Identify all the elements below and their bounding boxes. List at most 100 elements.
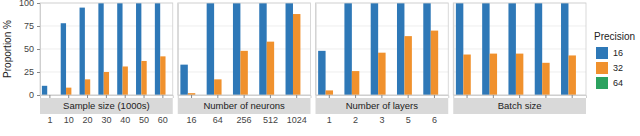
y-axis — [315, 4, 317, 96]
panel-title: Number of neurons — [203, 100, 285, 111]
bar — [233, 3, 240, 95]
plot-background — [40, 3, 173, 95]
tick: 100 — [19, 0, 40, 8]
chart: 02550751001102030405060Sample size (1000… — [0, 0, 640, 136]
tick-label: 1 — [327, 115, 332, 125]
bar — [155, 3, 160, 95]
legend-item: 32 — [596, 62, 623, 74]
tick-label: 16 — [187, 115, 197, 125]
axis-line — [316, 4, 317, 96]
bar — [404, 36, 411, 95]
panel-title: Batch size — [498, 100, 542, 111]
plot-frame — [40, 3, 173, 95]
grid — [40, 3, 173, 95]
tick-label: 256 — [237, 115, 252, 125]
tick: 75 — [24, 21, 40, 31]
bar — [61, 23, 66, 95]
tick-label: 20 — [83, 115, 93, 125]
tick-mark — [87, 95, 88, 98]
tick-label: 512 — [263, 115, 278, 125]
bar — [180, 65, 187, 95]
tick-mark — [244, 95, 245, 98]
bars — [318, 3, 438, 95]
bar — [542, 63, 549, 95]
tick-label: 75 — [24, 21, 34, 31]
bar — [123, 66, 128, 95]
tick: 0 — [29, 90, 40, 100]
axis-line — [37, 4, 41, 96]
panel: Batch size — [453, 3, 586, 114]
plot-frame — [453, 3, 586, 95]
panel-title: Number of layers — [346, 100, 419, 111]
bar — [344, 3, 351, 95]
bar — [561, 3, 568, 95]
tick-label: 25 — [24, 67, 34, 77]
tick-mark — [191, 95, 192, 98]
axis-line — [316, 96, 449, 99]
tick — [519, 95, 520, 98]
tick-mark — [37, 49, 40, 50]
y-axis-title: Proportion % — [2, 20, 13, 78]
tick-mark — [217, 95, 218, 98]
tick-mark — [125, 95, 126, 98]
panel: 16642565121024Number of neurons — [178, 3, 311, 125]
legend-label: 32 — [613, 63, 623, 73]
tick-mark — [467, 95, 468, 98]
tick-label: 1 — [47, 115, 52, 125]
strip — [178, 98, 311, 114]
bar — [423, 3, 430, 95]
tick-mark — [434, 95, 435, 98]
plot-frame — [316, 3, 449, 95]
bar — [378, 53, 385, 95]
tick-mark — [37, 72, 40, 73]
bar — [516, 54, 523, 95]
bar — [98, 3, 103, 95]
grid-line — [40, 26, 173, 27]
bar — [117, 3, 122, 95]
panel: 12356Number of layers — [316, 3, 449, 125]
strip — [40, 98, 173, 114]
tick-label: 3 — [379, 115, 384, 125]
bar — [207, 3, 214, 95]
tick — [467, 95, 468, 98]
grid-line — [40, 49, 173, 50]
bar — [482, 3, 489, 95]
bar — [397, 3, 404, 95]
tick-mark — [68, 95, 69, 98]
tick-label: 6 — [432, 115, 437, 125]
axis-line — [178, 96, 311, 99]
tick — [545, 95, 546, 98]
x-axis — [454, 95, 587, 98]
strip — [453, 98, 586, 114]
tick-label: 50 — [24, 44, 34, 54]
plot-background — [178, 3, 311, 95]
tick-mark — [381, 95, 382, 98]
bar — [240, 51, 247, 95]
tick-mark — [49, 95, 50, 98]
bar — [318, 51, 325, 95]
tick-mark — [106, 95, 107, 98]
tick-mark — [572, 95, 573, 98]
bar — [371, 3, 378, 95]
tick-mark — [162, 95, 163, 98]
bar — [42, 86, 47, 95]
tick-mark — [408, 95, 409, 98]
tick-label: 60 — [158, 115, 168, 125]
y-axis — [453, 4, 455, 96]
x-axis: 1102030405060 — [41, 95, 174, 125]
tick-mark — [519, 95, 520, 98]
bar — [286, 3, 293, 95]
tick-label: 40 — [120, 115, 130, 125]
tick-mark — [144, 95, 145, 98]
plot-background — [453, 3, 586, 95]
bar — [80, 8, 85, 95]
tick — [493, 95, 494, 98]
bar — [568, 55, 575, 95]
tick — [572, 95, 573, 98]
legend-item: 16 — [596, 47, 623, 59]
legend-item: 64 — [596, 77, 623, 89]
bars — [456, 3, 576, 95]
tick-mark — [296, 95, 297, 98]
tick-label: 0 — [29, 90, 34, 100]
tick-mark — [37, 3, 40, 4]
